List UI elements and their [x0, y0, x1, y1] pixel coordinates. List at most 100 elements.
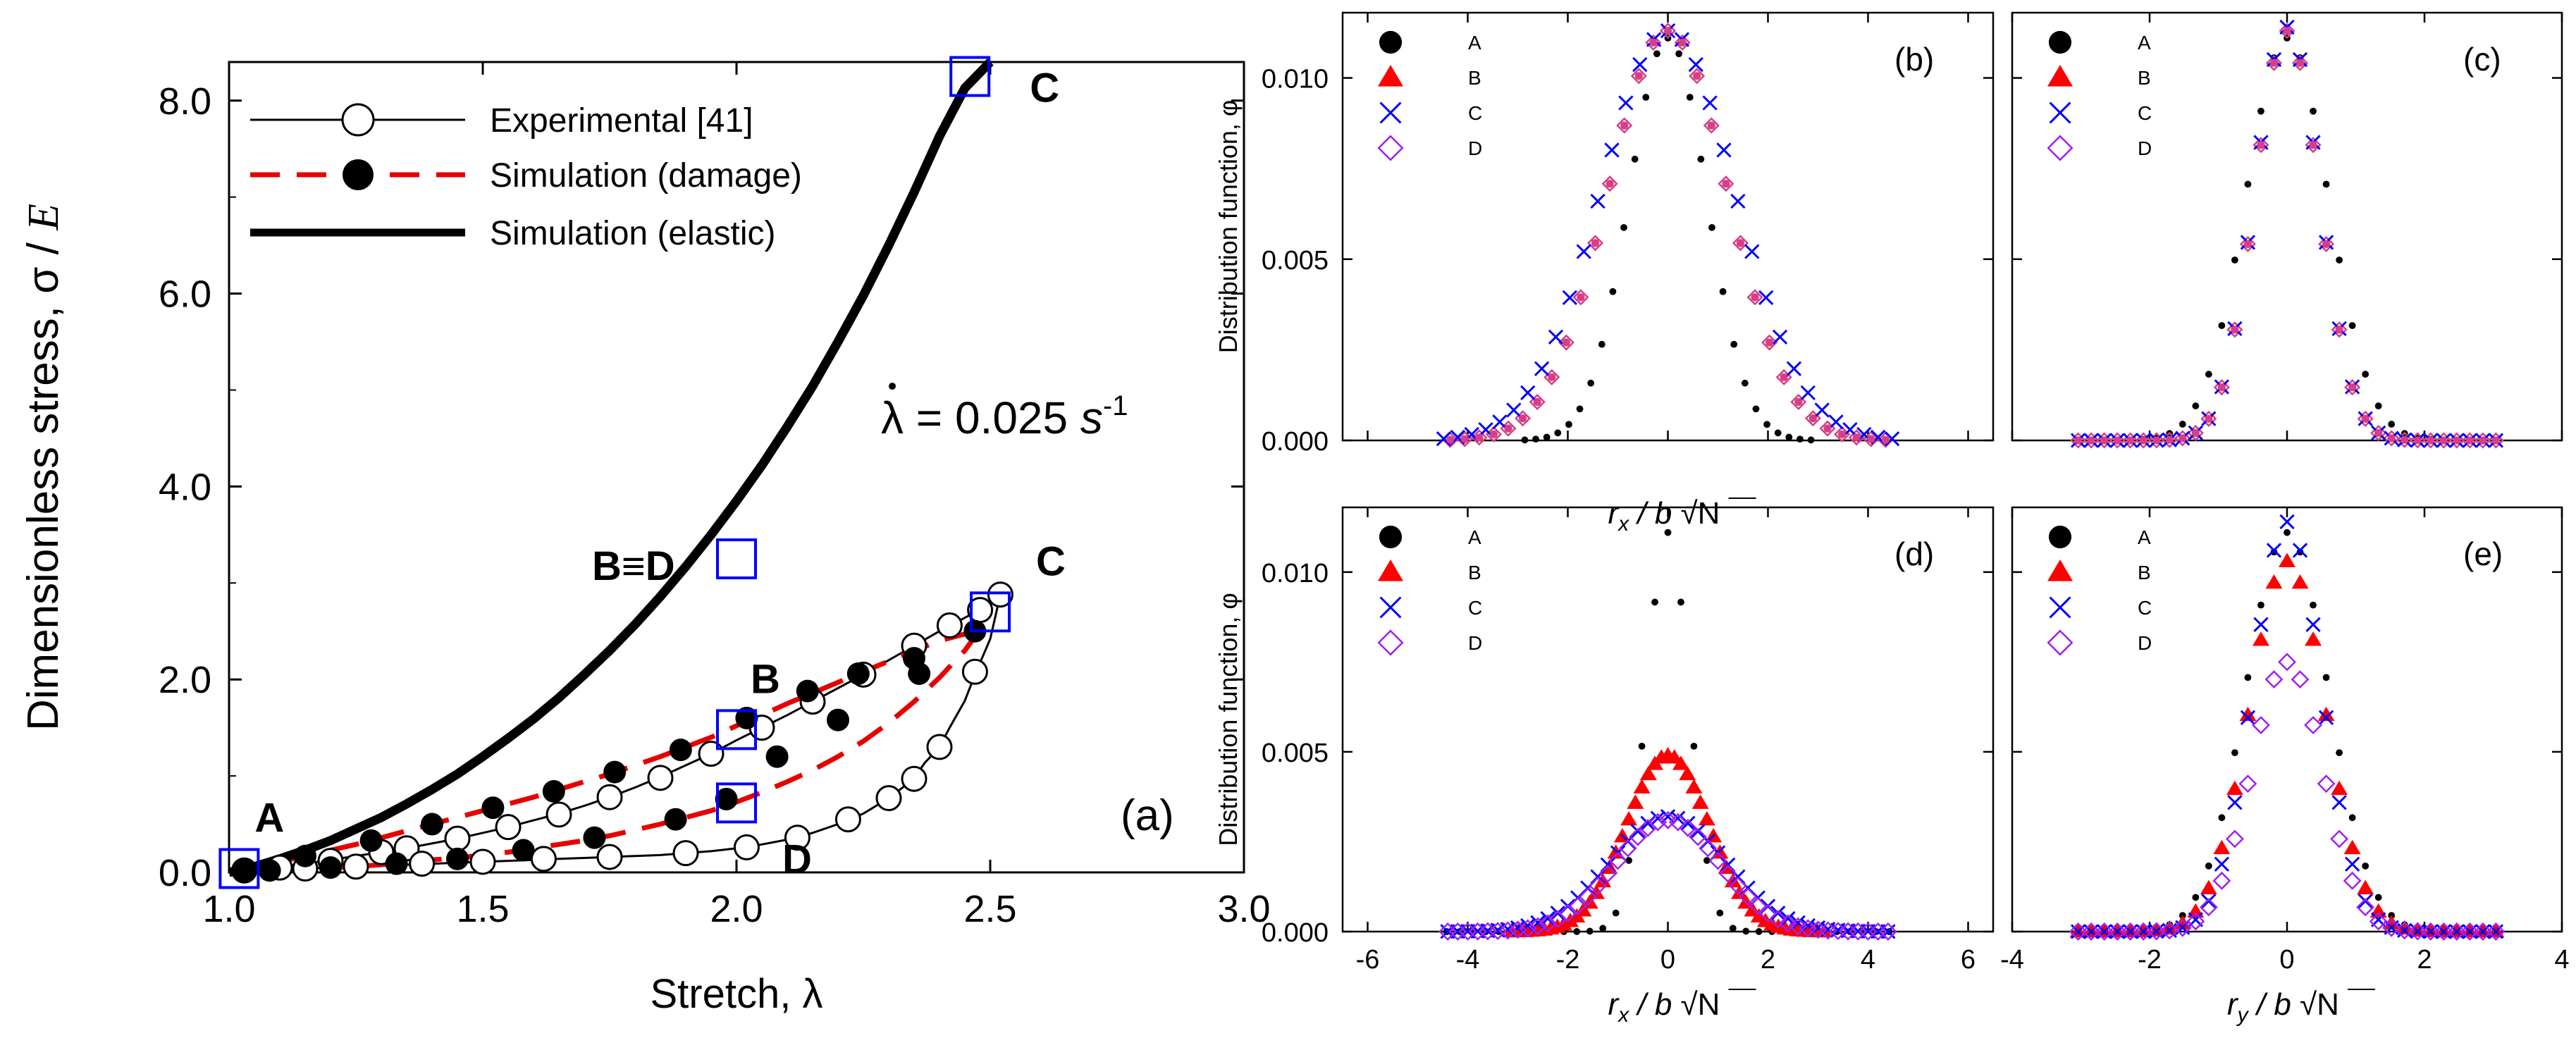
point-D	[1789, 917, 1808, 936]
panel-label-e: (e)	[2463, 536, 2503, 572]
experimental-point	[444, 825, 471, 852]
point-D	[1601, 175, 1618, 192]
point-C	[2358, 894, 2373, 909]
damage-point	[908, 662, 931, 685]
point-A	[1703, 857, 1711, 864]
point-A	[1664, 529, 1672, 536]
point-D	[2291, 670, 2310, 689]
point-A	[2217, 383, 2226, 392]
rate-annotation: λ = 0.025 s-1	[881, 390, 1128, 443]
point-A	[2269, 58, 2279, 67]
point-D	[2212, 871, 2231, 890]
point-D	[1848, 429, 1865, 446]
point-D	[1558, 334, 1574, 351]
x-axis-label-slash: / b	[1629, 987, 1680, 1022]
point-A	[2152, 436, 2161, 445]
point-D	[2147, 922, 2166, 941]
experimental-point	[495, 814, 522, 841]
point-D	[2304, 716, 2323, 735]
point-D	[1628, 827, 1647, 846]
point-D	[1471, 429, 1488, 446]
point-D	[2461, 432, 2478, 449]
point-A	[1598, 340, 1606, 348]
rate-dot	[889, 383, 896, 390]
point-A	[2427, 436, 2435, 445]
damage-point	[583, 826, 606, 849]
point-A	[2348, 383, 2357, 392]
point-A	[2205, 862, 2212, 870]
point-A	[2218, 322, 2226, 329]
point-D	[1878, 922, 1897, 941]
point-A	[1609, 288, 1617, 295]
point-A	[2322, 240, 2331, 248]
point-D	[1768, 910, 1787, 929]
point-C	[1884, 431, 1900, 447]
point-D	[2305, 137, 2322, 154]
point-B	[1639, 765, 1657, 781]
point-A	[1763, 421, 1770, 428]
point-A	[1642, 94, 1650, 101]
point-A	[2139, 436, 2147, 445]
point-B	[1378, 65, 1403, 87]
point-D	[2253, 137, 2269, 154]
experimental-point	[936, 612, 963, 639]
point-D	[2435, 432, 2452, 449]
point-C	[1814, 402, 1830, 418]
point-B	[2317, 706, 2335, 722]
point-D	[2422, 432, 2439, 449]
point-A	[1719, 288, 1727, 295]
point-A	[2257, 107, 2264, 115]
point-A	[2257, 141, 2265, 149]
point-A	[2491, 436, 2500, 445]
point-A	[2074, 436, 2083, 445]
point-A	[2244, 674, 2252, 681]
point-C	[2279, 514, 2295, 530]
point-C	[1716, 142, 1732, 158]
x-axis-label-sub: x	[1617, 512, 1629, 536]
point-D	[2408, 922, 2427, 941]
legend-label-e: C	[2138, 597, 2152, 619]
point-C	[1590, 193, 1606, 209]
point-A	[2388, 421, 2396, 428]
point-D	[2383, 430, 2400, 447]
point-A	[1565, 421, 1572, 428]
point-B	[2409, 922, 2427, 937]
point-A	[2270, 548, 2278, 556]
point-B	[1633, 779, 1651, 793]
point-D	[2069, 922, 2088, 941]
point-D	[2278, 653, 2296, 672]
point-A	[1475, 433, 1484, 442]
point-D	[1598, 864, 1617, 883]
point-A	[1742, 927, 1750, 935]
point-A	[1808, 414, 1817, 423]
point-A	[2113, 436, 2121, 445]
point-D	[2317, 774, 2336, 793]
legend-label-b: C	[1468, 102, 1482, 124]
point-A	[1532, 435, 1539, 443]
x-axis-label-sqrt: √N	[1681, 987, 1720, 1022]
state-marker-box	[970, 591, 1011, 633]
point-B	[1620, 810, 1638, 826]
point-C	[1702, 95, 1718, 111]
x-tick-label-d: 2	[1761, 945, 1775, 975]
point-C	[1534, 361, 1550, 376]
point-A	[1675, 50, 1683, 58]
point-D	[2047, 629, 2073, 656]
legend-label-e: A	[2138, 526, 2151, 548]
point-A	[2387, 434, 2396, 443]
point-C	[1786, 361, 1802, 376]
point-D	[2238, 774, 2257, 793]
damage-point	[827, 708, 849, 731]
point-D	[2109, 432, 2126, 449]
point-A	[1708, 223, 1715, 231]
legend-label-e: B	[2138, 562, 2151, 583]
x-axis-label-sqrt: √N	[1681, 496, 1720, 531]
damage-point	[664, 808, 687, 831]
point-D	[1678, 818, 1697, 837]
point-D	[2082, 922, 2101, 941]
point-D	[2095, 922, 2114, 941]
point-A	[2231, 326, 2239, 334]
point-C	[2240, 710, 2256, 725]
experimental-point	[530, 846, 557, 872]
point-C	[2227, 795, 2243, 810]
